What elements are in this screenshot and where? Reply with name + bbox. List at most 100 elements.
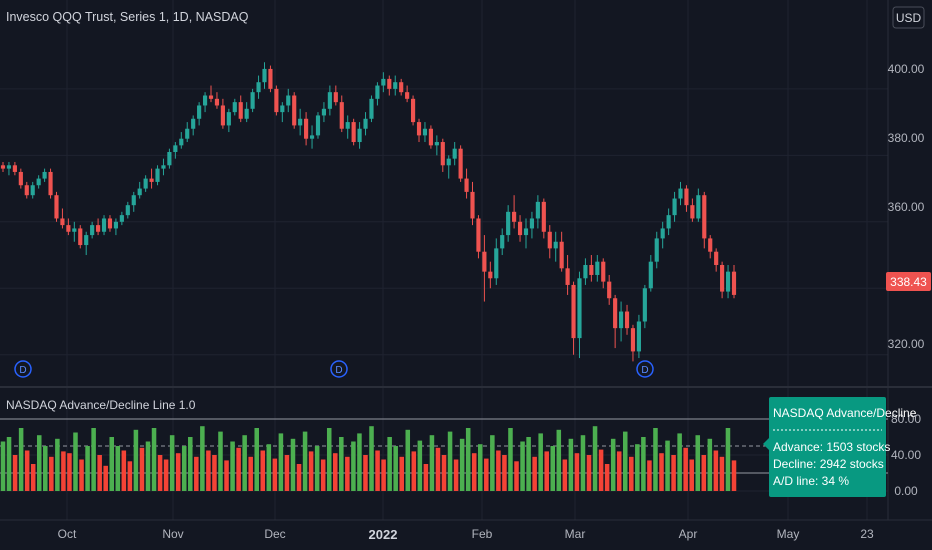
ad-bar: [18, 428, 24, 491]
ad-bar: [73, 432, 78, 491]
ad-bar: [423, 464, 429, 491]
indicator-title[interactable]: NASDAQ Advance/Decline Line 1.0: [6, 398, 196, 412]
candle-body: [630, 328, 636, 352]
candle-body: [583, 265, 588, 279]
ad-bar: [145, 441, 151, 491]
ad-bar: [206, 450, 211, 491]
ad-bar: [314, 446, 320, 491]
candle-body: [48, 171, 53, 196]
candle-body: [589, 265, 594, 275]
dividend-marker-2[interactable]: D: [330, 360, 348, 378]
ad-bar: [713, 450, 719, 491]
candle-body: [274, 88, 279, 113]
ad-bar: [230, 441, 235, 491]
ad-bar: [610, 438, 616, 491]
candle: [173, 142, 178, 159]
candle-body: [369, 98, 374, 119]
ad-bar: [67, 453, 72, 491]
ad-bar: [181, 446, 187, 491]
candle-body: [458, 148, 463, 179]
candle-body: [84, 235, 89, 246]
ad-bar: [79, 459, 84, 491]
candle-body: [702, 195, 707, 239]
candle: [660, 221, 665, 249]
ad-bar: [671, 455, 676, 491]
candle: [250, 88, 255, 113]
candle: [286, 88, 291, 113]
candle: [506, 205, 511, 242]
candle-body: [619, 311, 624, 329]
candle-body: [512, 211, 517, 222]
candle: [512, 195, 517, 229]
candle: [357, 122, 362, 149]
ad-bar: [568, 438, 574, 491]
candle-body: [280, 105, 285, 113]
ad-bar: [701, 455, 707, 491]
candle: [720, 261, 725, 299]
candle-body: [714, 251, 719, 265]
ad-bar: [61, 451, 66, 491]
candle-body: [90, 225, 95, 236]
candle-body: [410, 98, 416, 123]
ad-bar: [508, 428, 513, 491]
candle-body: [725, 271, 731, 292]
ad-bar: [224, 460, 229, 491]
candle: [125, 201, 130, 219]
candle: [238, 95, 243, 123]
candle-body: [54, 195, 59, 219]
ad-bar: [604, 464, 610, 491]
candle-body: [678, 188, 683, 199]
candle-body: [333, 92, 338, 103]
ad-bar: [459, 438, 465, 491]
candle-body: [78, 228, 83, 246]
candle-body: [24, 185, 29, 196]
candle-body: [636, 321, 641, 352]
candle: [309, 125, 315, 149]
candle: [167, 148, 172, 169]
candle: [535, 195, 540, 229]
candle: [666, 208, 671, 236]
time-label-mar: Mar: [565, 527, 586, 541]
candle-body: [6, 165, 12, 169]
candle: [654, 231, 659, 269]
symbol-title[interactable]: Invesco QQQ Trust, Series 1, 1D, NASDAQ: [6, 10, 249, 24]
ad-bar: [6, 437, 12, 491]
candle-body: [0, 165, 6, 169]
ad-bar: [200, 426, 205, 491]
time-label-23: 23: [860, 527, 874, 541]
ad-bar: [151, 428, 157, 491]
candle-body: [482, 251, 487, 272]
ad-bar: [514, 461, 519, 491]
candle-body: [191, 118, 196, 129]
candle-body: [60, 218, 65, 226]
ad-bar: [109, 437, 115, 491]
candle-body: [535, 201, 540, 219]
ad-bar: [665, 440, 670, 491]
candle-body: [238, 102, 243, 119]
candle-body: [547, 231, 552, 249]
candle-body: [559, 241, 564, 269]
time-label-apr: Apr: [679, 527, 698, 541]
ad-bar: [641, 437, 646, 491]
candle: [624, 304, 630, 335]
candle-body: [155, 168, 160, 182]
candle-body: [708, 238, 713, 252]
ad-bar: [133, 429, 139, 491]
candle-body: [161, 165, 166, 169]
candle-body: [452, 148, 457, 159]
ad-bar: [598, 449, 604, 491]
candle: [149, 168, 154, 189]
ad-bar: [574, 453, 580, 491]
ad-bar: [284, 455, 290, 491]
ad-bar: [592, 426, 598, 491]
candle-body: [684, 188, 689, 206]
dividend-marker-3[interactable]: D: [636, 360, 654, 378]
dividend-marker-1[interactable]: D: [14, 360, 32, 378]
currency-button[interactable]: USD: [892, 6, 925, 29]
candle: [559, 231, 564, 272]
candle: [298, 108, 303, 136]
candle-body: [119, 215, 124, 222]
ad-bar: [484, 458, 489, 491]
candle-body: [660, 228, 665, 239]
